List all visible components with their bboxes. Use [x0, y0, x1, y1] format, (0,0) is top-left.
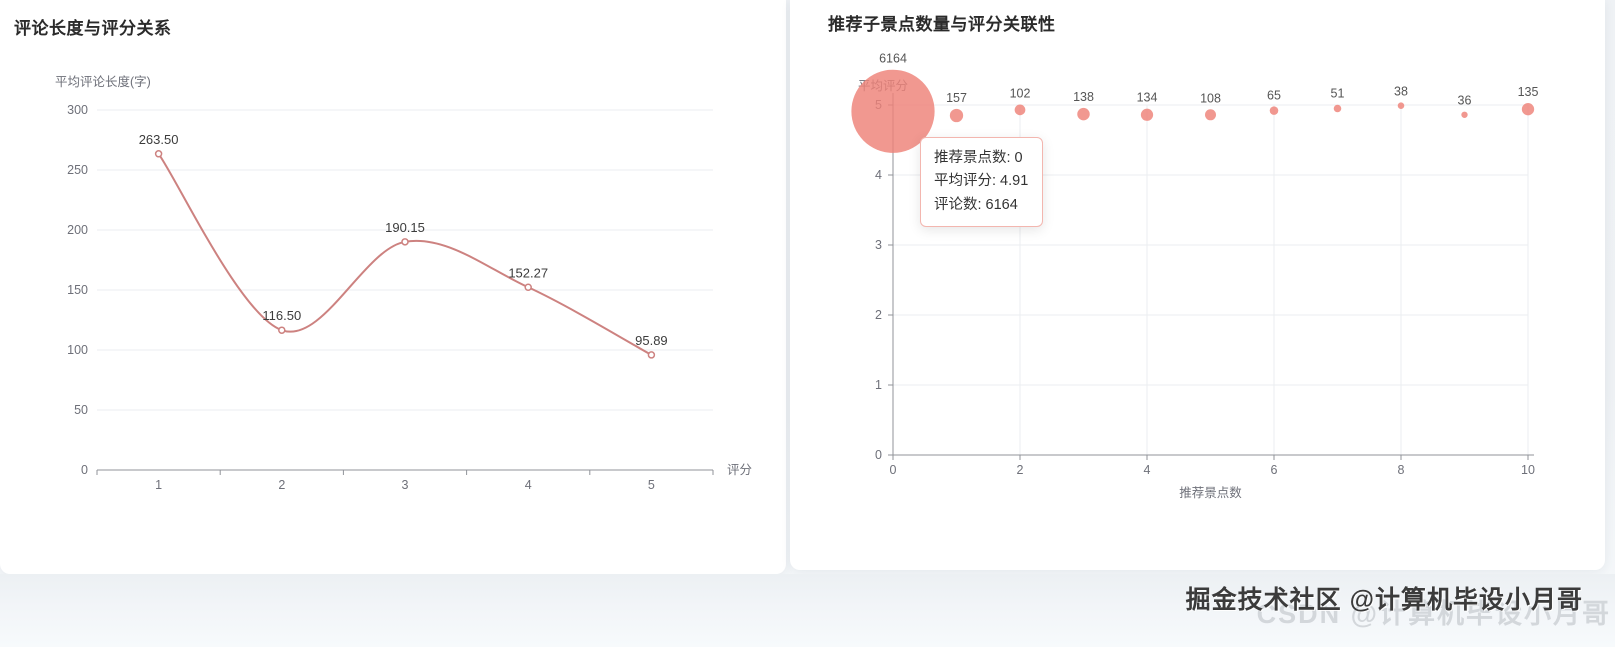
y-tick-label: 0 [81, 463, 88, 477]
recommend-spots-chart-card: 推荐子景点数量与评分关联性 0246810012345平均评分推荐景点数6164… [790, 0, 1605, 570]
y-tick-label: 2 [875, 308, 882, 322]
comment-length-chart-card: 评论长度与评分关系 平均评论长度(字) 0 50 100 150 200 250 300 1 2 3… [0, 0, 786, 574]
data-point-marker[interactable] [647, 351, 656, 359]
data-point-marker[interactable] [401, 238, 409, 246]
bubble-point[interactable] [1269, 106, 1279, 115]
x-tick-label: 3 [402, 478, 409, 492]
data-point-label: 116.50 [262, 308, 301, 323]
bubble-point[interactable] [851, 69, 935, 153]
x-tick-label: 0 [890, 463, 897, 477]
data-point-label: 263.50 [139, 132, 179, 147]
x-tick-label: 10 [1521, 463, 1535, 477]
x-axis-name: 推荐景点数 [1179, 485, 1242, 500]
y-tick-label: 150 [67, 283, 88, 297]
y-tick-label: 200 [67, 223, 88, 237]
data-point-label: 190.15 [385, 220, 425, 235]
bubble-label: 135 [1518, 85, 1539, 99]
x-tick-label: 5 [648, 478, 655, 492]
line-chart-comment-length-vs-rating[interactable]: 平均评论长度(字) 0 50 100 150 200 250 300 1 2 3 4 5 评分 263.50… [0, 0, 786, 540]
x-tick-label: 4 [1144, 463, 1151, 477]
x-tick-label: 1 [155, 478, 162, 492]
footer-gradient-band [0, 574, 1615, 647]
bubble-point[interactable] [1014, 104, 1026, 116]
y-tick-label: 1 [875, 378, 882, 392]
y-tick-label: 0 [875, 448, 882, 462]
x-axis-name: 评分 [727, 463, 752, 477]
tooltip-row: 平均评分: 4.91 [934, 173, 1029, 190]
bubble-label: 157 [946, 91, 967, 105]
bubble-point[interactable] [1140, 108, 1154, 121]
line-series[interactable] [157, 153, 652, 356]
bubble-point[interactable] [1521, 103, 1535, 116]
chart-title-recommend-spots: 推荐子景点数量与评分关联性 [828, 15, 1056, 34]
tooltip-row: 推荐景点数: 0 [934, 150, 1023, 166]
chart-tooltip: 推荐景点数: 0 平均评分: 4.91 评论数: 6164 [920, 137, 1044, 228]
bubble-label: 134 [1137, 91, 1158, 105]
data-point-marker[interactable] [278, 326, 286, 334]
bubble-label: 38 [1394, 84, 1408, 98]
bubble-point[interactable] [1461, 111, 1468, 118]
y-tick-label: 100 [67, 343, 88, 357]
x-tick-label: 8 [1398, 463, 1405, 477]
bubble-label: 138 [1073, 90, 1094, 104]
bubble-chart-spots-vs-rating[interactable]: 0246810012345平均评分推荐景点数616415710213813410… [790, 0, 1605, 540]
y-tick-label: 50 [74, 403, 88, 417]
bubble-label: 6164 [879, 52, 907, 66]
watermark: CSDN @计算机毕设小月哥 掘金技术社区 @计算机毕设小月哥 [997, 576, 1609, 640]
bubble-label: 102 [1010, 87, 1031, 101]
tooltip-row: 评论数: 6164 [934, 196, 1018, 213]
watermark-text: 掘金技术社区 @计算机毕设小月哥 [1185, 586, 1583, 614]
data-point-label: 95.89 [635, 333, 668, 348]
x-tick-label: 2 [1017, 463, 1024, 477]
bubble-label: 51 [1331, 87, 1345, 101]
x-tick-label: 2 [278, 478, 285, 492]
y-tick-label: 4 [875, 168, 882, 182]
data-point-marker[interactable] [154, 150, 163, 158]
y-tick-label: 3 [875, 238, 882, 252]
y-tick-label: 300 [67, 103, 88, 117]
bubble-point[interactable] [1333, 104, 1342, 113]
chart-title-comment-length: 评论长度与评分关系 [14, 19, 172, 38]
bubble-point[interactable] [1077, 107, 1090, 121]
x-tick-label: 6 [1271, 463, 1278, 477]
data-point-label: 152.27 [508, 265, 548, 280]
bubble-label: 36 [1458, 94, 1472, 108]
y-tick-label: 250 [67, 163, 88, 177]
bubble-point[interactable] [1397, 102, 1405, 109]
watermark-ghost-text: CSDN @计算机毕设小月哥 [1256, 599, 1611, 629]
bubble-point[interactable] [1204, 109, 1217, 121]
y-axis-name: 平均评论长度(字) [55, 74, 151, 89]
bubble-label: 65 [1267, 88, 1281, 102]
bubble-point[interactable] [949, 108, 964, 123]
x-tick-label: 4 [525, 478, 532, 492]
data-point-marker[interactable] [524, 283, 532, 292]
bubble-label: 108 [1200, 91, 1221, 105]
